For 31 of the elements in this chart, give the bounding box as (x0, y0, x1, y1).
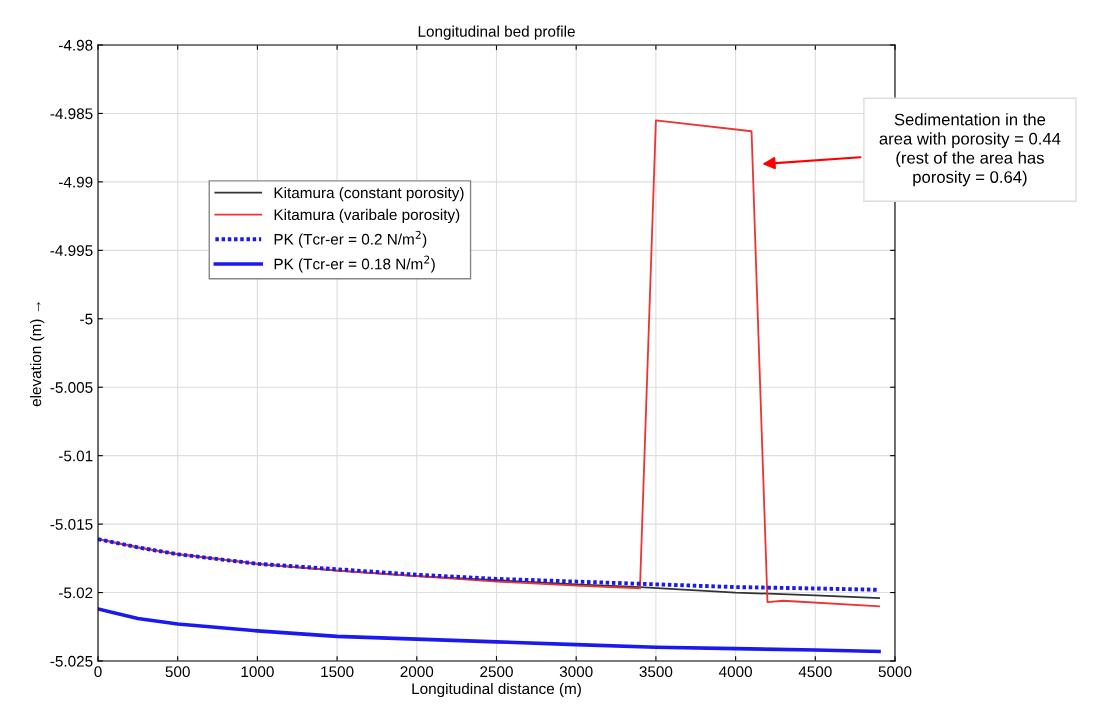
y-tick-label: -4.985 (50, 108, 93, 120)
x-tick-label: 4000 (718, 666, 752, 678)
y-tick-label: -4.99 (59, 176, 93, 188)
x-axis-title: Longitudinal distance (m) (412, 682, 581, 698)
legend-label: Kitamura (constant porosity) (274, 186, 464, 202)
y-tick-label: -5.015 (50, 518, 93, 530)
x-tick-label: 500 (165, 666, 190, 678)
chart-title: Longitudinal bed profile (418, 25, 575, 40)
legend-label: PK (Tcr-er = 0.18 N/m$^{2}$) (274, 255, 435, 273)
y-tick-label: -5.02 (59, 587, 93, 599)
y-tick-label: -4.995 (50, 245, 93, 257)
x-tick-label: 1000 (241, 666, 274, 678)
x-tick-label: 3000 (559, 666, 593, 678)
annotation: Sedimentation in the area with porosity = 0.44 (rest of the area has porosity = 0.64) (879, 113, 1061, 187)
legend-label: PK (Tcr-er = 0.2 N/m$^{2}$) (274, 230, 427, 248)
x-tick-label: 1500 (321, 666, 354, 678)
x-tick-label: 2000 (400, 666, 434, 678)
y-axis-title: elevation (m) → (30, 302, 45, 407)
y-tick-label: -4.98 (59, 39, 93, 51)
x-tick-label: 3500 (639, 666, 673, 678)
y-tick-label: -5.025 (50, 655, 93, 667)
x-tick-label: 2500 (480, 666, 513, 678)
legend-label: Kitamura (varibale porosity) (274, 208, 460, 224)
x-tick-label: 4500 (798, 666, 832, 678)
y-tick-label: -5.005 (50, 382, 93, 393)
y-tick-label: -5 (80, 313, 93, 325)
x-tick-label: 5000 (878, 666, 912, 678)
line-series (98, 607, 881, 654)
x-tick-label: 0 (94, 666, 102, 678)
y-tick-label: -5.01 (59, 450, 93, 462)
line-series (98, 119, 880, 608)
